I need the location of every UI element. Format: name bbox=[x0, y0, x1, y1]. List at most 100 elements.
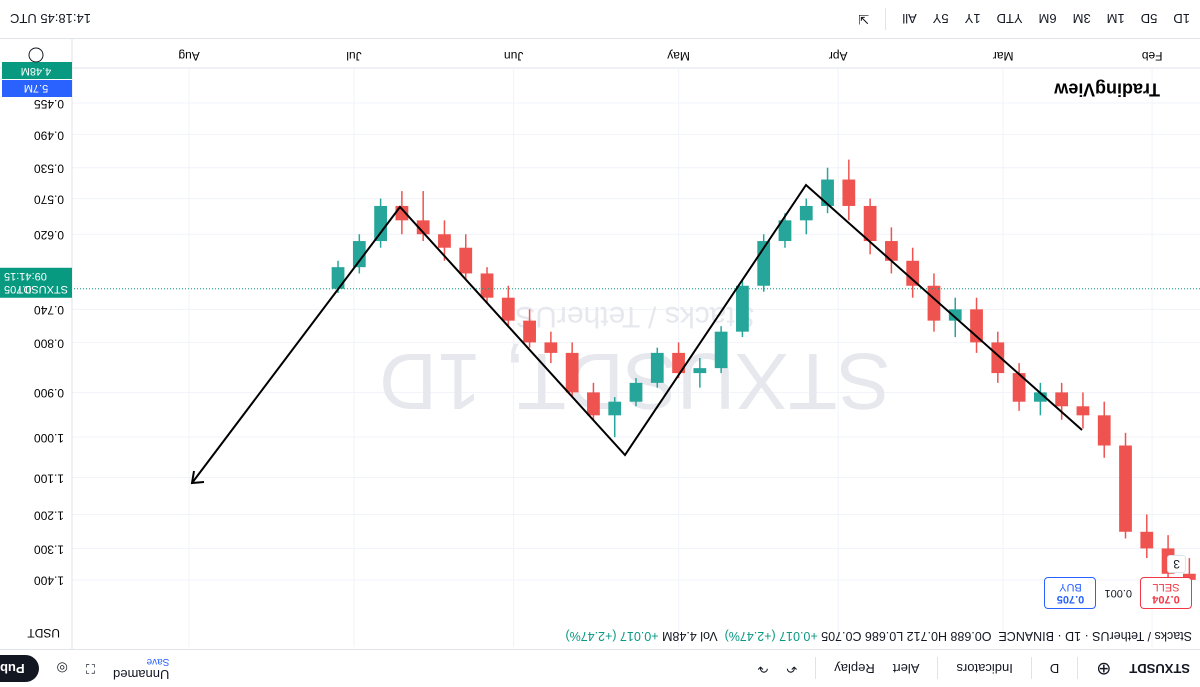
publish[interactable]: Pub bbox=[0, 655, 39, 682]
currency[interactable]: USDT bbox=[27, 626, 60, 640]
separator bbox=[1030, 657, 1032, 680]
x-tick-label: Jul bbox=[346, 49, 361, 63]
buy-label: BUY bbox=[1059, 581, 1082, 593]
candle-body bbox=[650, 352, 664, 383]
x-tick-label: Jun bbox=[504, 49, 523, 63]
countdown: 09:41:15 bbox=[4, 270, 47, 282]
y-tick-label: 0.455 bbox=[34, 97, 64, 111]
logo: TradingView bbox=[1053, 79, 1160, 99]
x-tick-label: Aug bbox=[178, 49, 199, 63]
y-tick-label: 0.530 bbox=[34, 162, 64, 176]
watermark-symbol: STXUSDT, 1D bbox=[379, 337, 890, 426]
sell-label: SELL bbox=[1152, 581, 1180, 593]
watermark-name: Stacks / TetherUS bbox=[515, 300, 755, 333]
timeframes: 1D 5D 1M 3M 6M YTD 1Y 5Y All bbox=[902, 12, 1190, 27]
timeframe[interactable]: 1M bbox=[1106, 11, 1125, 27]
y-tick-label: 1.100 bbox=[34, 471, 64, 485]
y-tick-label: 1.300 bbox=[34, 542, 64, 556]
x-tick-label: Mar bbox=[993, 49, 1014, 63]
layout-name: Unnamed bbox=[113, 667, 170, 683]
last-price-bg bbox=[0, 267, 72, 298]
timeframe[interactable]: 3M bbox=[1072, 11, 1091, 27]
indicators[interactable]: Indicators bbox=[956, 661, 1013, 676]
candle-body bbox=[608, 401, 622, 416]
separator bbox=[815, 657, 817, 680]
candle-body bbox=[459, 247, 473, 274]
candle-body bbox=[1182, 573, 1196, 580]
timeframe[interactable]: 5Y bbox=[932, 11, 949, 27]
candle-body bbox=[416, 220, 430, 235]
y-tick-label: 0.800 bbox=[34, 336, 64, 350]
y-tick-label: 1.200 bbox=[34, 508, 64, 522]
bottom-toolbar: 1D 5D 1M 3M 6M YTD 1Y 5Y All ⇲ 14:18:45 UTC bbox=[0, 0, 1200, 39]
candle-body bbox=[906, 260, 920, 286]
legend-volume: Vol 4.48M bbox=[662, 629, 718, 643]
candle-body bbox=[1140, 531, 1154, 549]
timeframe[interactable]: YTD bbox=[996, 11, 1023, 27]
candle-body bbox=[842, 179, 856, 206]
undo[interactable]: ↶ bbox=[786, 661, 798, 677]
timeframe[interactable]: 1Y bbox=[964, 11, 981, 27]
symbol[interactable]: STXUSDT bbox=[1129, 661, 1190, 676]
candle-body bbox=[736, 285, 749, 332]
fullscreen[interactable]: ⛶ bbox=[85, 661, 96, 677]
x-tick-label: Feb bbox=[1141, 49, 1162, 63]
timeframe[interactable]: 1D bbox=[1173, 11, 1190, 27]
trade-panel: 0.704 SELL 0.001 0.705 BUY bbox=[1044, 577, 1192, 609]
legend-volume-change: +0.017 (+2.47%) bbox=[565, 629, 659, 643]
candle-body bbox=[565, 352, 579, 393]
candle-body bbox=[672, 352, 685, 374]
save: Save bbox=[146, 655, 170, 667]
candle-body bbox=[629, 382, 643, 402]
spread: 0.001 bbox=[1104, 587, 1132, 599]
timeframe[interactable]: 6M bbox=[1038, 11, 1057, 27]
snapshot[interactable]: ◎ bbox=[56, 661, 68, 677]
candle-body bbox=[714, 331, 728, 369]
candle-body bbox=[1012, 373, 1026, 402]
legend-change: +0.017 (+2.47%) bbox=[724, 629, 818, 643]
replay[interactable]: Replay bbox=[834, 661, 875, 676]
timeframe[interactable]: All bbox=[902, 11, 917, 27]
buy-price: 0.705 bbox=[1056, 593, 1085, 605]
candle-body bbox=[991, 342, 1005, 374]
separator bbox=[1077, 657, 1079, 680]
drawing bbox=[190, 183, 1083, 485]
candle-body bbox=[501, 297, 515, 321]
y-tick-label: 1.400 bbox=[34, 574, 64, 588]
legend-title: Stacks / TetherUS · 1D · BINANCE bbox=[998, 629, 1192, 643]
layout[interactable]: Unnamed Save bbox=[113, 655, 170, 683]
redo[interactable]: ↷ bbox=[757, 661, 769, 677]
candle-body bbox=[523, 320, 536, 343]
candle-body bbox=[480, 273, 494, 298]
legend-ohlc: O0.688 H0.712 L0.686 C0.705 bbox=[821, 629, 992, 643]
candle-body bbox=[1033, 392, 1047, 402]
candle-body bbox=[799, 205, 813, 221]
candle-body bbox=[374, 205, 387, 242]
badge[interactable]: 3 bbox=[1167, 555, 1186, 573]
candle-body bbox=[1119, 445, 1132, 532]
y-tick-label: 0.620 bbox=[34, 228, 64, 242]
date-range[interactable]: ⇲ bbox=[858, 12, 870, 27]
settings-icon[interactable] bbox=[28, 47, 44, 63]
candle-body bbox=[885, 241, 898, 261]
sell-price: 0.704 bbox=[1152, 593, 1180, 605]
candle-body bbox=[821, 179, 834, 206]
timeframe[interactable]: 5D bbox=[1140, 11, 1158, 27]
buy-button[interactable]: 0.705 BUY bbox=[1044, 577, 1097, 609]
x-tick-label: May bbox=[667, 49, 690, 63]
sell-button[interactable]: 0.704 SELL bbox=[1140, 577, 1192, 609]
alert[interactable]: Alert bbox=[892, 661, 920, 676]
y-tick-label: 0.490 bbox=[34, 128, 64, 142]
add-symbol[interactable]: ⊕ bbox=[1096, 659, 1112, 679]
volume-label-bg bbox=[2, 80, 72, 97]
last-price-symbol: STXUSDT bbox=[16, 283, 68, 295]
arrow-head bbox=[190, 470, 205, 485]
interval[interactable]: D bbox=[1049, 661, 1060, 676]
zigzag-line bbox=[191, 183, 1083, 484]
price-axis bbox=[0, 39, 72, 649]
candle-body bbox=[331, 267, 345, 289]
candle-body bbox=[587, 392, 600, 416]
candle-body bbox=[438, 234, 451, 248]
